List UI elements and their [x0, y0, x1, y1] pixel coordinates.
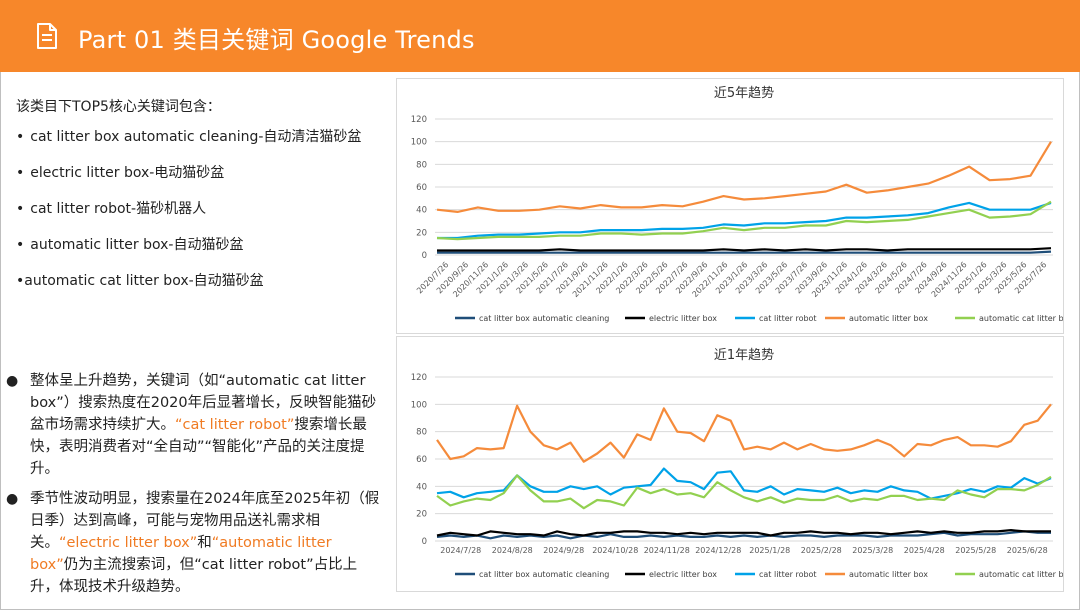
chart-title: 近5年趋势 — [714, 85, 774, 101]
legend-label: automatic litter box — [849, 314, 928, 323]
header-bar: Part 01 类目关键词 Google Trends — [0, 0, 1080, 72]
y-tick-label: 20 — [416, 228, 427, 238]
y-tick-label: 40 — [416, 482, 427, 492]
x-tick-label: 2024/10/28 — [592, 546, 638, 555]
keyword-item: • cat litter robot-猫砂机器人 — [16, 201, 207, 217]
y-tick-label: 80 — [416, 428, 427, 438]
legend-label: cat litter box automatic cleaning — [479, 314, 609, 323]
insight-highlight: “electric litter box” — [59, 535, 198, 551]
x-tick-label: 2025/3/28 — [852, 546, 893, 555]
series-line — [437, 247, 1052, 252]
legend-label: automatic litter box — [849, 570, 928, 579]
bullet-icon: ● — [6, 491, 19, 507]
legend-label: cat litter robot — [759, 570, 817, 579]
x-tick-label: 2025/4/28 — [904, 546, 945, 555]
insight-text: 季节性波动明显，搜索量在2024年底至2025年初（假日季）达到高峰，可能与宠物… — [30, 491, 380, 551]
y-tick-label: 80 — [416, 160, 427, 170]
x-tick-label: 2025/6/28 — [1007, 546, 1048, 555]
keyword-intro: 该类目下TOP5核心关键词包含： — [16, 99, 221, 115]
insight-text: 和 — [197, 535, 212, 551]
legend-label: cat litter robot — [759, 314, 817, 323]
insight-text: 仍为主流搜索词，但“cat litter robot”占比上升，体现技术升级趋势… — [30, 557, 358, 595]
chart-5-year: 近5年趋势 0 20 40 60 80 100 120 2020/7/26 2020/9/26 20… — [396, 78, 1073, 334]
bullet-icon: ● — [6, 373, 19, 389]
chart-title: 近1年趋势 — [714, 347, 774, 363]
y-tick-label: 100 — [411, 400, 427, 410]
series-line — [436, 200, 1052, 241]
insight-text: 搜索增长最快，表明消费者对“全自动”“智能化”产品的关注度提升。 — [30, 417, 367, 477]
series-line — [436, 141, 1052, 213]
insight-highlight: “cat litter robot” — [175, 417, 295, 433]
x-tick-label: 2024/11/28 — [644, 546, 690, 555]
insight-paragraph-1: ● 整体呈上升趋势，关键词（如“automatic cat litter box… — [6, 370, 384, 480]
x-tick-label: 2024/7/28 — [440, 546, 481, 555]
y-tick-label: 0 — [422, 537, 427, 547]
chart-1-year-svg: 近1年趋势 0 20 40 60 80 100 120 2024/7/28 2024/8/28 20… — [411, 347, 1073, 579]
keyword-item: • cat litter box automatic cleaning-自动清洁猫… — [16, 129, 362, 145]
y-tick-label: 120 — [411, 373, 427, 383]
x-tick-label: 2024/9/28 — [543, 546, 584, 555]
x-tick-label: 2024/12/28 — [695, 546, 741, 555]
document-icon — [37, 23, 57, 49]
x-tick-label: 2025/5/28 — [955, 546, 996, 555]
series-line — [436, 529, 1051, 537]
chart-1-year: 近1年趋势 0 20 40 60 80 100 120 2024/7/28 2024/8/28 20… — [396, 336, 1073, 592]
y-tick-label: 60 — [416, 455, 427, 465]
insight-text: 整体呈上升趋势，关键词（如“automatic cat litter box”）… — [30, 373, 377, 433]
series-line — [436, 530, 1051, 540]
series-line — [437, 201, 1052, 240]
series-line — [436, 467, 1052, 500]
page-title: Part 01 类目关键词 Google Trends — [78, 26, 475, 54]
y-tick-label: 0 — [422, 251, 427, 261]
insight-highlight: “automatic litter box” — [30, 535, 332, 573]
keyword-panel: 该类目下TOP5核心关键词包含： • cat litter box automat… — [6, 96, 386, 595]
y-tick-label: 60 — [416, 183, 427, 193]
keyword-item: • automatic litter box-自动猫砂盆 — [16, 237, 244, 253]
legend-label: automatic cat litter box — [979, 314, 1063, 323]
legend-label: electric litter box — [649, 314, 717, 323]
series-line — [436, 403, 1052, 463]
legend-label: automatic cat litter box — [979, 570, 1063, 579]
x-tick-label: 2025/2/28 — [801, 546, 842, 555]
legend-label: cat litter box automatic cleaning — [479, 570, 609, 579]
chart-5-year-svg: 近5年趋势0204060801001202020/7/262020/9/2620… — [411, 85, 1073, 323]
series-line — [436, 474, 1052, 510]
keyword-item: • electric litter box-电动猫砂盆 — [16, 165, 225, 181]
keyword-item: •automatic cat litter box-自动猫砂盆 — [16, 273, 264, 289]
series-line — [437, 250, 1052, 254]
y-tick-label: 100 — [411, 138, 427, 148]
x-tick-label: 2025/1/28 — [749, 546, 790, 555]
y-tick-label: 20 — [416, 510, 427, 520]
y-tick-label: 120 — [411, 115, 427, 125]
x-tick-label: 2024/8/28 — [492, 546, 533, 555]
legend-label: electric litter box — [649, 570, 717, 579]
insight-paragraph-2: ● 季节性波动明显，搜索量在2024年底至2025年初（假日季）达到高峰，可能与… — [6, 488, 384, 598]
y-tick-label: 40 — [416, 206, 427, 216]
